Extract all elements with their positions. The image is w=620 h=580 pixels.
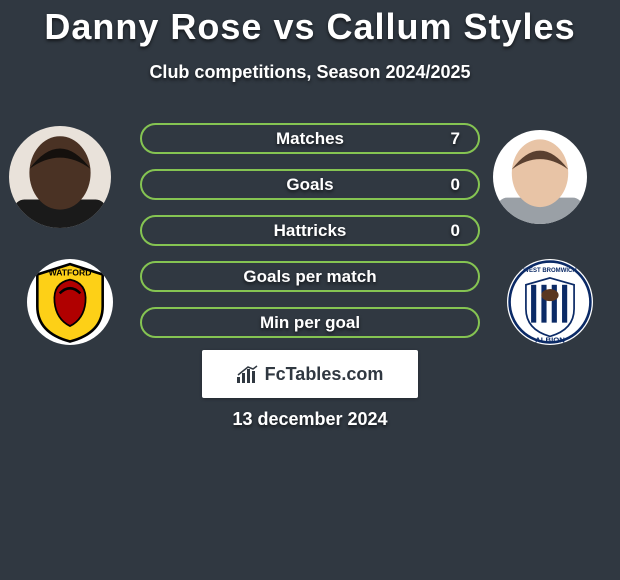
stat-pill: Matches 7 (140, 123, 480, 154)
brand-badge: FcTables.com (202, 350, 418, 398)
svg-text:WATFORD: WATFORD (49, 267, 92, 277)
date-text: 13 december 2024 (0, 409, 620, 430)
stat-pill: Goals 0 (140, 169, 480, 200)
stat-pill: Goals per match (140, 261, 480, 292)
brand-text: FcTables.com (265, 364, 384, 385)
subtitle: Club competitions, Season 2024/2025 (0, 62, 620, 83)
brand-chart-icon (237, 365, 259, 383)
page-title: Danny Rose vs Callum Styles (0, 6, 620, 48)
stat-label: Min per goal (260, 313, 360, 333)
stats-block: Matches 7 Goals 0 Hattricks 0 Goals per match M… (140, 123, 480, 338)
player-left-avatar (9, 126, 111, 228)
svg-text:WEST BROMWICH: WEST BROMWICH (523, 268, 576, 274)
comparison-card: Danny Rose vs Callum Styles Club competi… (0, 0, 620, 580)
stat-label: Hattricks (274, 221, 347, 241)
stat-value-right: 0 (451, 175, 460, 195)
stat-pill: Min per goal (140, 307, 480, 338)
stat-label: Goals (286, 175, 333, 195)
svg-text:ALBION: ALBION (535, 335, 565, 344)
player-right-avatar (493, 130, 587, 224)
club-right-crest: WEST BROMWICH ALBION (507, 259, 593, 345)
stat-value-right: 7 (451, 129, 460, 149)
stat-value-right: 0 (451, 221, 460, 241)
stat-label: Goals per match (243, 267, 376, 287)
stat-label: Matches (276, 129, 344, 149)
stat-pill: Hattricks 0 (140, 215, 480, 246)
club-left-crest: WATFORD (27, 259, 113, 345)
